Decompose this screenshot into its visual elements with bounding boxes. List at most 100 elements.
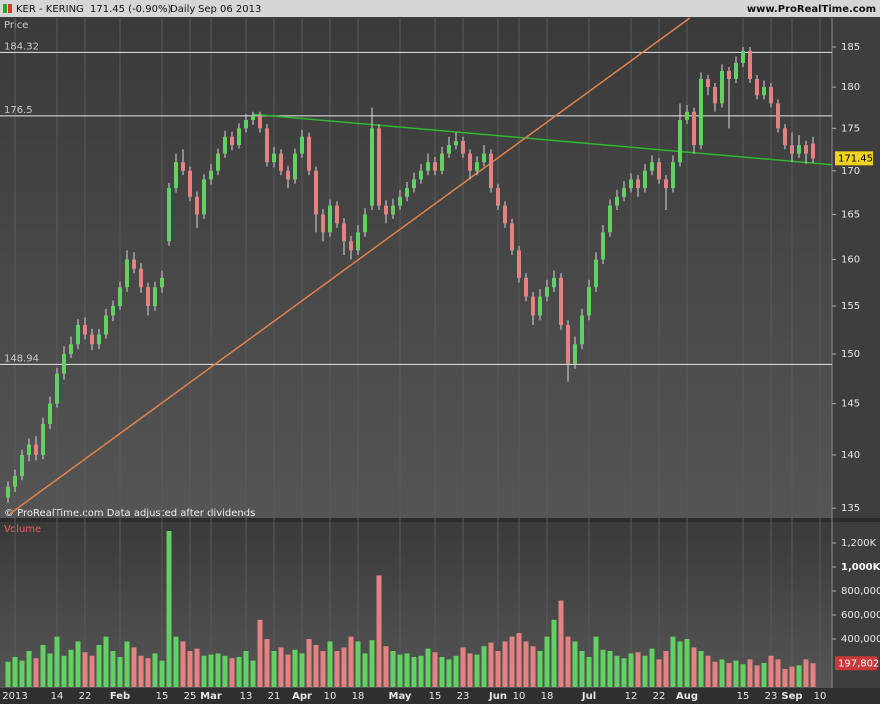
volume-bar <box>621 658 627 687</box>
candle-body <box>755 78 759 96</box>
volume-bar <box>775 659 781 687</box>
x-tick-label: 10 <box>513 691 526 702</box>
candle-body <box>699 78 703 146</box>
candle-body <box>244 119 248 129</box>
y-tick-label: 135 <box>841 503 860 514</box>
candle-body <box>601 232 605 260</box>
candle-body <box>510 223 514 251</box>
volume-bar <box>509 636 515 687</box>
volume-bar <box>278 647 284 687</box>
candle-body <box>727 70 731 79</box>
x-tick-label: 15 <box>429 691 442 702</box>
volume-bar <box>691 647 697 687</box>
volume-bar <box>68 649 74 687</box>
x-tick-label: 25 <box>184 691 197 702</box>
candle-body <box>356 232 360 251</box>
volume-bar <box>572 641 578 687</box>
volume-bar <box>397 654 403 687</box>
volume-bar <box>635 652 641 687</box>
volume-bar <box>810 663 816 687</box>
candle-body <box>671 162 675 189</box>
candle-body <box>475 162 479 171</box>
volume-bar <box>705 655 711 687</box>
candle-body <box>118 287 122 306</box>
candle-body <box>447 145 451 154</box>
candle-body <box>202 179 206 215</box>
candle-body <box>286 170 290 180</box>
volume-bar <box>600 649 606 687</box>
candle-body <box>748 50 752 79</box>
y-tick-label: 150 <box>841 349 860 360</box>
volume-bar <box>670 636 676 687</box>
candle-body <box>615 196 619 206</box>
candle-body <box>412 179 416 189</box>
candle-body <box>384 205 388 215</box>
volume-bar <box>341 647 347 687</box>
trendline <box>252 113 832 166</box>
candle-body <box>545 287 549 297</box>
candle-body <box>573 344 577 364</box>
candle-body <box>496 188 500 206</box>
volume-bar <box>250 660 256 687</box>
candle-body <box>335 205 339 224</box>
x-tick-label: 15 <box>156 691 169 702</box>
volume-bar <box>166 531 172 687</box>
candle-body <box>111 305 115 316</box>
candle-body <box>83 324 87 335</box>
site[interactable]: www.ProRealTime.com <box>747 4 876 15</box>
x-tick-label: 22 <box>79 691 92 702</box>
trendline <box>9 17 691 515</box>
candle-body <box>363 214 367 233</box>
last-volume-box <box>835 656 877 671</box>
candle-body <box>678 119 682 163</box>
volume-bar <box>747 659 753 687</box>
candle-body <box>559 277 563 325</box>
candle-body <box>34 444 38 455</box>
volume-bar <box>803 659 809 687</box>
y-tick-label: 180 <box>841 82 860 93</box>
x-tick-label: 23 <box>765 691 778 702</box>
volume-bar <box>292 649 298 687</box>
x-axis-bar <box>0 688 880 704</box>
volume-bar <box>180 641 186 687</box>
candle-body <box>125 259 129 288</box>
volume-bar <box>138 655 144 687</box>
candle-body <box>762 87 766 96</box>
volume-bar <box>12 657 18 687</box>
volume-bar <box>460 647 466 687</box>
x-tick-label: Jun <box>488 691 507 702</box>
volume-bar <box>544 636 550 687</box>
volume-bar <box>103 636 109 687</box>
candle-body <box>76 324 80 345</box>
x-tick-label: 10 <box>324 691 337 702</box>
candle-body <box>349 241 353 251</box>
candle-body <box>321 214 325 233</box>
candle-body <box>636 179 640 189</box>
volume-bar <box>26 651 32 687</box>
volume-bar <box>369 640 375 687</box>
volume-bar <box>383 646 389 687</box>
candle-body <box>769 87 773 104</box>
candle-body <box>538 296 542 316</box>
volume-bar <box>579 651 585 687</box>
y-tick-label: 140 <box>841 450 860 461</box>
x-tick-label: 2013 <box>2 691 27 702</box>
volume-bar <box>201 655 207 687</box>
volume-bar <box>96 645 102 687</box>
last-price-label: 171.45 <box>838 153 873 164</box>
candle-body <box>251 115 255 120</box>
level-label: 148.94 <box>4 353 39 364</box>
volume-bar <box>376 575 382 687</box>
volume-bar <box>684 639 690 687</box>
volume-bar <box>530 646 536 687</box>
candle-body <box>279 153 283 171</box>
volume-bar <box>614 655 620 687</box>
x-tick-label: Feb <box>110 691 130 702</box>
volume-bar <box>628 653 634 687</box>
volume-bar <box>712 661 718 687</box>
candle-body <box>426 162 430 171</box>
x-tick-label: 10 <box>814 691 827 702</box>
x-tick-label: 21 <box>268 691 281 702</box>
candle-body <box>146 287 150 306</box>
